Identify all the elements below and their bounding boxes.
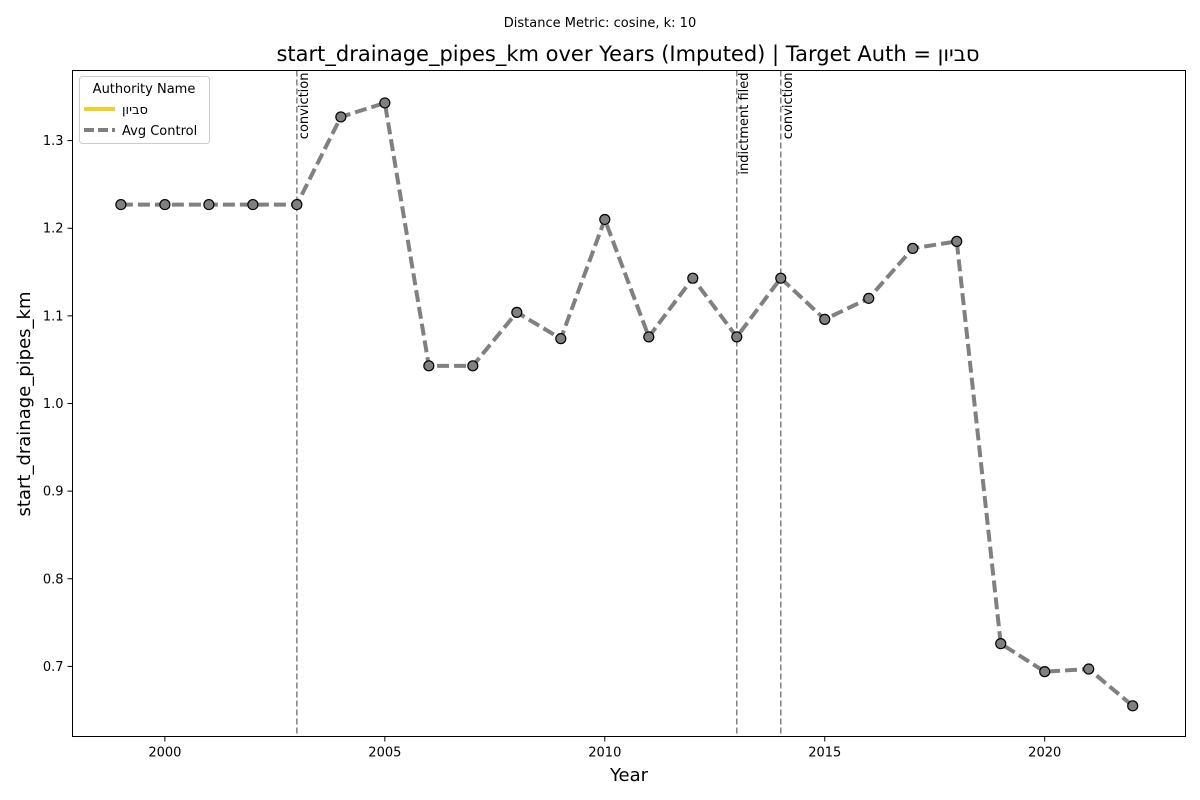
event-label: conviction [781,73,796,140]
series-lines [120,100,1134,708]
data-point [731,331,743,343]
legend-label-control: Avg Control [122,124,197,139]
data-point [1127,700,1139,712]
data-point [995,638,1007,650]
data-point [775,272,787,284]
x-axis-label: Year [609,765,649,786]
x-tick-label: 2000 [148,746,181,761]
data-points [115,97,1139,712]
data-point [1083,663,1095,675]
y-tick-label: 1.2 [43,222,64,237]
x-tick-label: 2020 [1028,746,1061,761]
data-point [467,360,479,372]
y-tick-label: 0.9 [43,485,64,500]
y-tick-label: 1.0 [43,397,64,412]
data-point [159,198,171,211]
y-tick-label: 0.8 [43,572,64,587]
data-point [907,242,919,254]
x-axis: 2000 2005 2010 2015 2020 [148,736,1061,761]
x-tick-label: 2010 [588,746,621,761]
data-point [511,306,523,318]
data-point [423,360,435,372]
data-point [247,198,259,211]
data-point [291,198,303,211]
data-point [379,97,391,109]
chart-suptitle: Distance Metric: cosine, k: 10 [504,16,696,31]
chart-title: start_drainage_pipes_km over Years (Impu… [276,42,979,67]
x-tick-label: 2015 [808,746,841,761]
data-point [115,198,127,211]
data-point [203,198,215,211]
y-tick-label: 1.3 [43,134,64,149]
x-tick-label: 2005 [368,746,401,761]
event-label: conviction [297,73,312,140]
data-point [555,333,567,345]
y-tick-label: 1.1 [43,309,64,324]
y-tick-label: 0.7 [43,660,64,675]
legend-box [79,76,210,144]
data-point [951,235,963,247]
data-point [643,331,655,343]
data-point [819,313,831,325]
legend: Authority Name סביון Avg Control [79,76,210,144]
data-point [687,272,699,284]
legend-title: Authority Name [93,82,196,97]
data-point [599,213,611,226]
data-point [335,111,347,123]
series-line-1 [120,100,1134,708]
data-point [1039,666,1051,678]
y-axis-label: start_drainage_pipes_km [14,292,35,517]
plot-frame [72,70,1186,737]
event-label: indictment filed [737,73,752,175]
legend-label-target: סביון [122,103,148,118]
data-point [863,292,875,304]
event-markers: conviction indictment filed conviction [296,70,796,737]
y-axis: 0.7 0.8 0.9 1.0 1.1 1.2 1.3 [43,134,73,675]
